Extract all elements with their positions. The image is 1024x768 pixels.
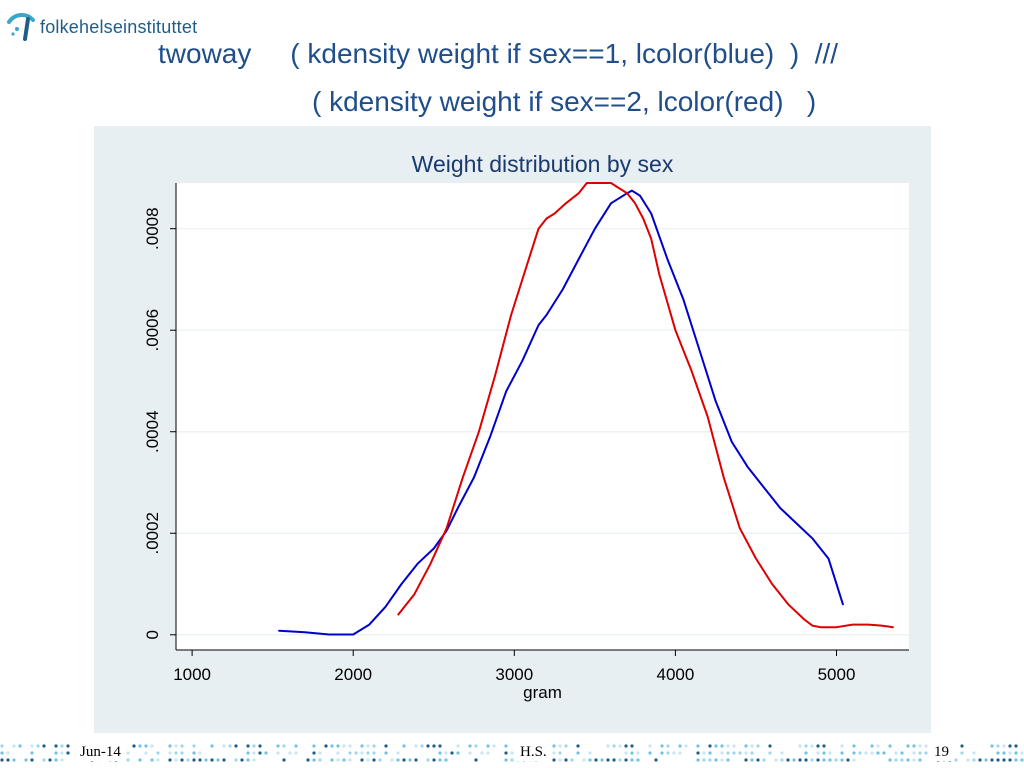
y-tick-label: .0002 — [143, 512, 162, 555]
series-line-1 — [278, 189, 844, 636]
footer: Jun-14 H.S. 19 — [0, 736, 1024, 768]
logo: folkehelseinstituttet — [6, 8, 197, 44]
footer-author: H.S. — [516, 744, 551, 761]
x-tick-label: 3000 — [495, 665, 533, 684]
plot-area — [176, 183, 909, 650]
slide-title-line-2: ( kdensity weight if sex==2, lcolor(red)… — [312, 86, 817, 117]
footer-date: Jun-14 — [76, 744, 125, 761]
density-chart: 0 .0002 .0004 .0006 .0008 1000 2000 3000 4000 500… — [143, 151, 909, 702]
x-axis-label: gram — [523, 683, 562, 702]
x-tick-label: 2000 — [334, 665, 372, 684]
chart-title: Weight distribution by sex — [412, 151, 674, 177]
y-tick-label: .0006 — [143, 309, 162, 352]
slide-title-line-1: twoway ( kdensity weight if sex==1, lcol… — [158, 38, 839, 69]
footer-dot-pattern — [0, 744, 1024, 762]
graph-panel: 0 .0002 .0004 .0006 .0008 1000 2000 3000 4000 500… — [94, 126, 931, 733]
series-line-2 — [397, 182, 894, 629]
x-tick-label: 1000 — [173, 665, 211, 684]
page-number: 19 — [930, 744, 953, 761]
y-tick-label: 0 — [143, 630, 162, 639]
fhi-logo-icon — [7, 13, 35, 41]
logo-text: folkehelseinstituttet — [40, 16, 198, 37]
x-tick-label: 4000 — [656, 665, 694, 684]
y-tick-label: .0004 — [143, 410, 162, 453]
x-tick-label: 5000 — [818, 665, 856, 684]
y-tick-label: .0008 — [143, 207, 162, 250]
